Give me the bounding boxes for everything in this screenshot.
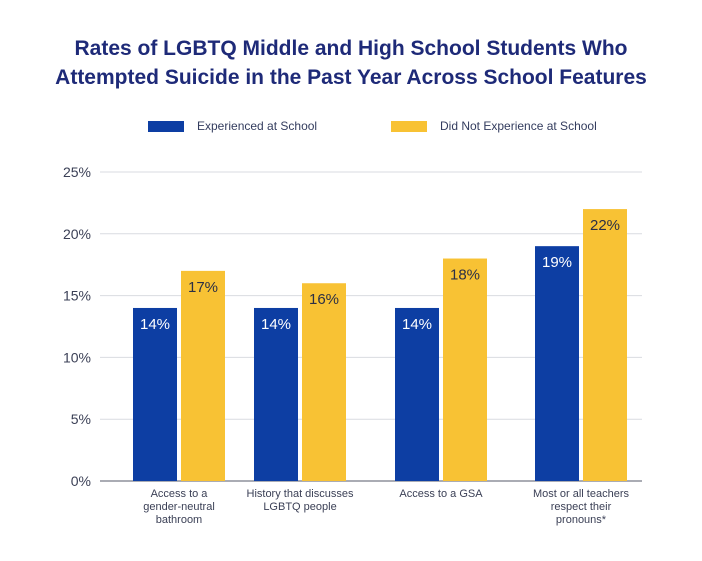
legend-label-did-not-experience: Did Not Experience at School xyxy=(440,119,597,133)
bar xyxy=(583,209,627,481)
y-tick-label: 5% xyxy=(71,411,91,427)
chart-title: Rates of LGBTQ Middle and High School St… xyxy=(0,34,702,92)
bar xyxy=(302,283,346,481)
y-tick-label: 20% xyxy=(63,226,91,242)
x-tick-label: History that discusses xyxy=(247,488,354,500)
x-tick-label: Most or all teachers xyxy=(533,488,629,500)
bar xyxy=(535,246,579,481)
legend-swatch-experienced xyxy=(148,120,184,132)
y-tick-label: 0% xyxy=(71,473,91,489)
legend-label-experienced: Experienced at School xyxy=(197,119,318,133)
data-label: 14% xyxy=(261,316,291,333)
chart-title-line-1: Rates of LGBTQ Middle and High School St… xyxy=(74,37,628,60)
x-tick-label: LGBTQ people xyxy=(263,501,336,513)
y-tick-label: 10% xyxy=(63,349,91,365)
x-tick-label: pronouns* xyxy=(556,514,607,526)
chart-title-line-2: Attempted Suicide in the Past Year Acros… xyxy=(55,66,647,89)
legend-item-did-not-experience: Did Not Experience at School xyxy=(391,119,597,133)
bar xyxy=(443,258,487,481)
x-tick-label: gender-neutral xyxy=(143,501,215,513)
x-tick-label: Access to a xyxy=(151,488,209,500)
data-label: 14% xyxy=(140,316,170,333)
bar xyxy=(181,270,225,481)
data-label: 19% xyxy=(542,254,572,271)
legend-swatch-did-not-experience xyxy=(391,120,427,132)
x-tick-label: respect their xyxy=(551,501,612,513)
data-label: 22% xyxy=(590,217,620,234)
bar xyxy=(395,307,439,481)
y-tick-label: 15% xyxy=(63,288,91,304)
y-tick-label: 25% xyxy=(63,164,91,180)
data-label: 17% xyxy=(188,279,218,296)
data-label: 16% xyxy=(309,291,339,308)
bar xyxy=(254,307,298,481)
data-label: 18% xyxy=(450,267,480,284)
x-tick-label: bathroom xyxy=(156,514,202,526)
data-label: 14% xyxy=(402,316,432,333)
x-tick-label: Access to a GSA xyxy=(399,488,483,500)
legend-item-experienced: Experienced at School xyxy=(148,119,317,133)
chart-legend: Experienced at School Did Not Experience… xyxy=(0,119,702,139)
bar xyxy=(133,307,177,481)
